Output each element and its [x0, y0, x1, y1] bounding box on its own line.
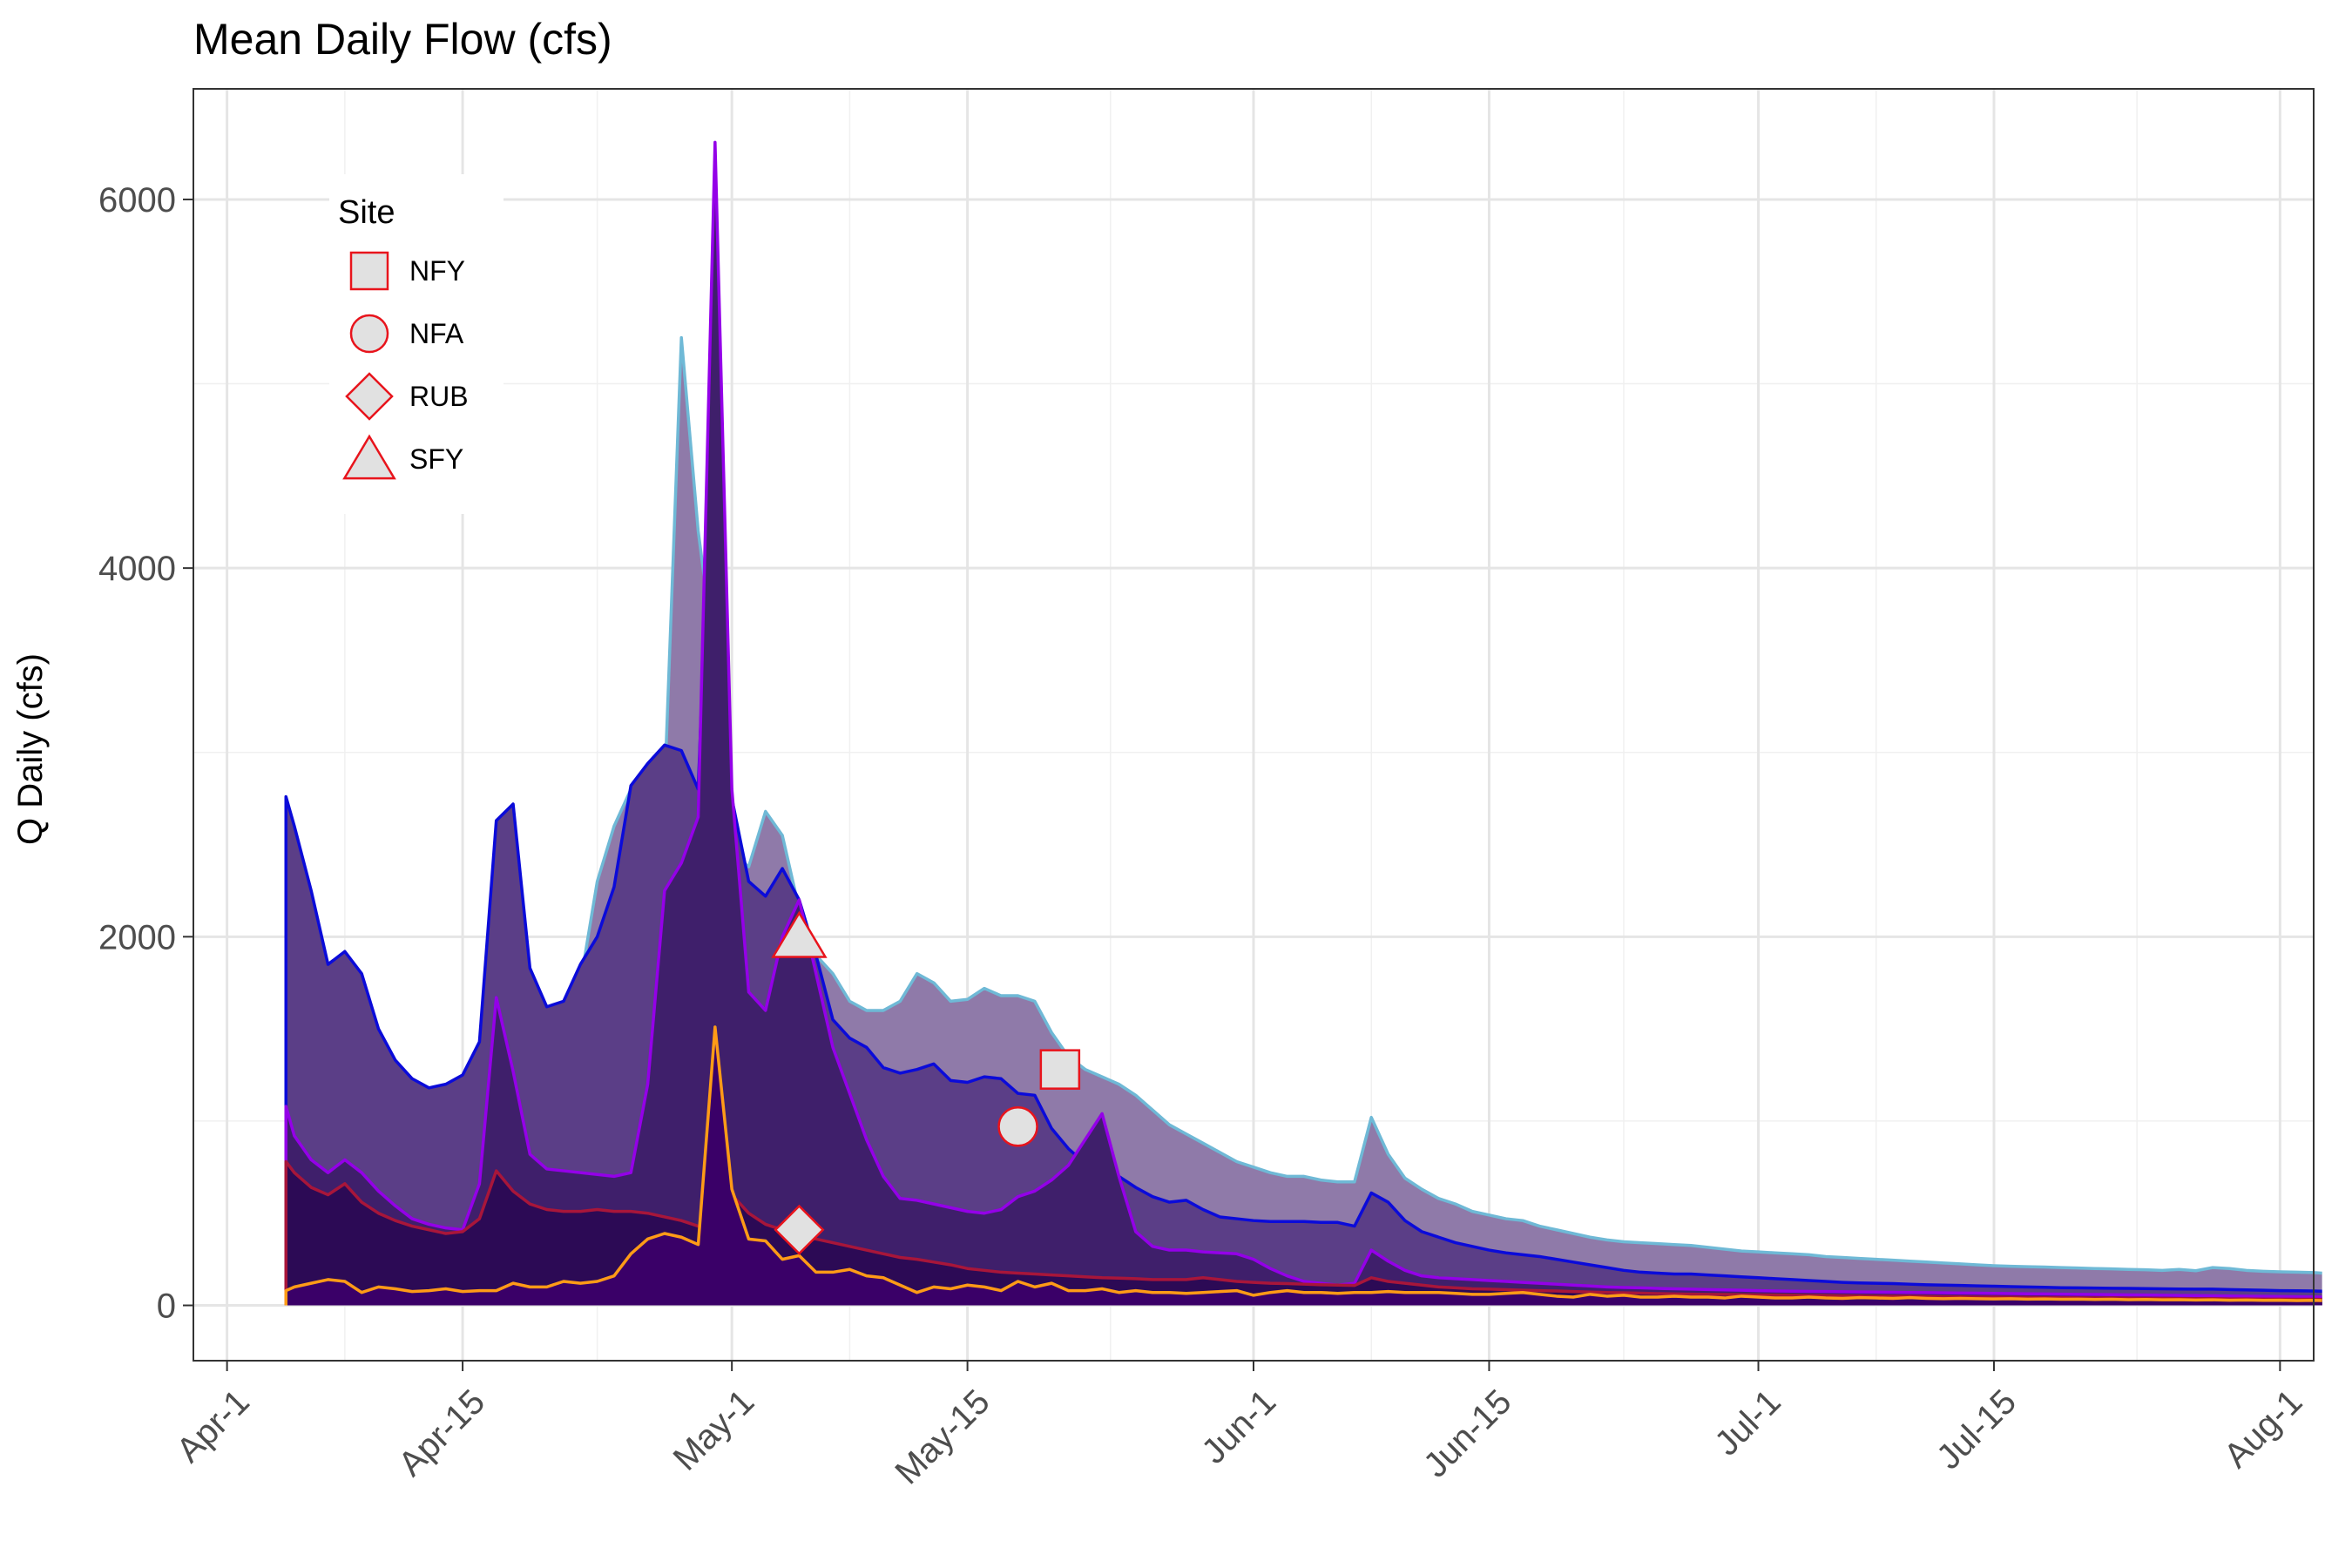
y-tick-label: 6000 — [98, 181, 176, 220]
area-line-5 — [284, 1025, 2322, 1306]
legend-label-sfy: SFY — [409, 443, 463, 475]
legend: Site NFY NFA RUB SFY — [329, 174, 504, 514]
x-tick-label: Jul-15 — [1930, 1382, 2024, 1477]
legend-label-rub: RUB — [409, 381, 469, 412]
marker-nfy — [1039, 1049, 1081, 1090]
x-tick-label: Aug-1 — [2217, 1382, 2310, 1476]
y-axis: 0 2000 4000 6000 — [98, 181, 193, 1326]
area-line-1 — [284, 335, 2322, 1306]
x-tick-label: May-1 — [666, 1382, 762, 1478]
area-line-2 — [284, 345, 2322, 1306]
y-axis-title: Q Daily (cfs) — [11, 653, 50, 845]
y-tick-label: 0 — [157, 1288, 176, 1326]
area-line-4 — [284, 1159, 2322, 1306]
legend-label-nfy: NFY — [409, 255, 465, 287]
legend-key-nfa — [349, 314, 389, 354]
marker-nfa — [997, 1106, 1038, 1147]
legend-title: Site — [338, 194, 395, 231]
x-axis: Apr-1 Apr-15 May-1 May-15 Jun-1 Jun-15 Jul-1 Ju… — [170, 1361, 2310, 1491]
area-series — [284, 140, 2322, 1306]
marker-sfy — [771, 910, 828, 958]
chart-title: Mean Daily Flow (cfs) — [193, 15, 612, 64]
marker-rub — [774, 1204, 825, 1255]
legend-key-sfy — [342, 434, 396, 480]
legend-label-nfa: NFA — [409, 318, 464, 349]
x-tick-label: Jul-1 — [1707, 1382, 1788, 1463]
x-tick-label: May-15 — [888, 1382, 997, 1491]
x-tick-label: Apr-15 — [391, 1382, 492, 1484]
y-tick-label: 4000 — [98, 550, 176, 588]
area-fill-3 — [286, 142, 2322, 1306]
legend-key-nfy — [349, 251, 389, 291]
x-tick-label: Jun-1 — [1194, 1382, 1283, 1471]
y-tick-label: 2000 — [98, 918, 176, 956]
legend-key-rub — [345, 372, 394, 421]
site-markers — [771, 910, 1081, 1255]
x-tick-label: Jun-15 — [1416, 1382, 1519, 1485]
area-line-3 — [284, 140, 2322, 1306]
x-tick-label: Apr-1 — [170, 1382, 257, 1470]
